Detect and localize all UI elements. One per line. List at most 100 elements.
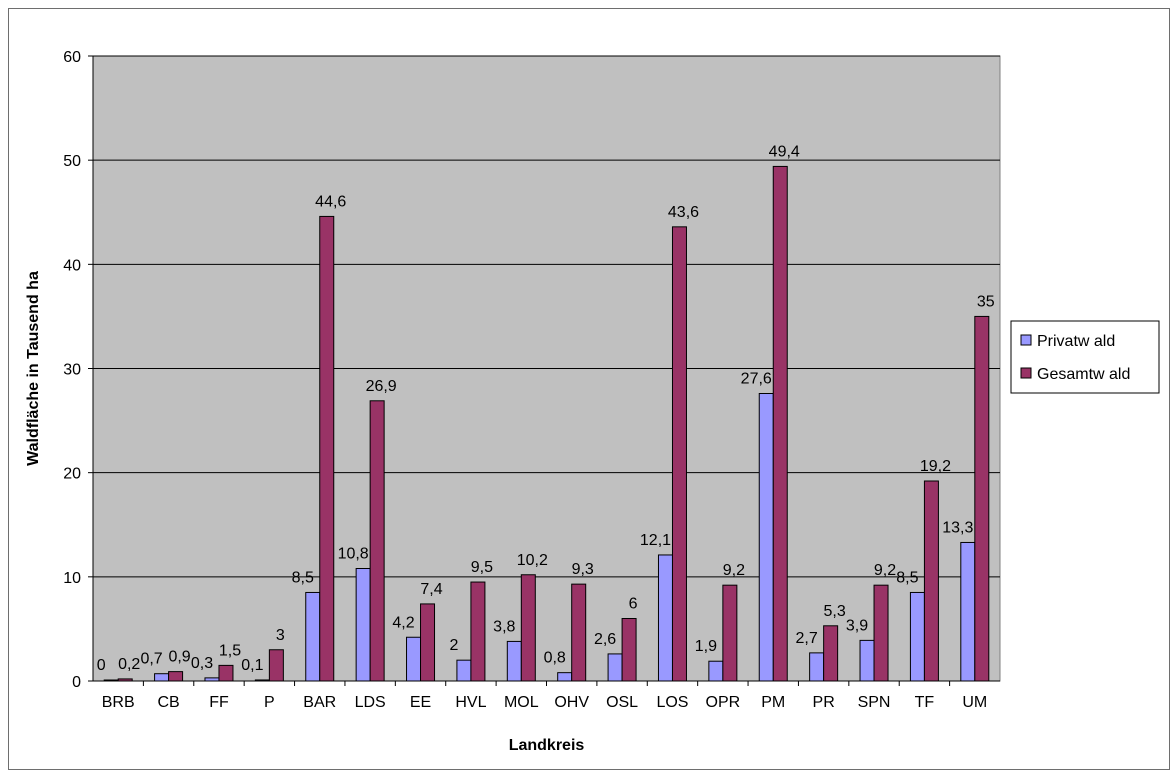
y-tick-label: 30: [63, 362, 81, 379]
y-tick-label: 50: [63, 153, 81, 170]
x-tick-label: TF: [915, 694, 935, 711]
bar-gesamtwald: [218, 664, 234, 682]
x-tick-label: PM: [761, 694, 785, 711]
bar-gesamtwald: [520, 574, 536, 682]
bar-privatwald: [406, 636, 422, 682]
bar-privatwald: [355, 568, 371, 682]
data-label-gesamtwald: 0,9: [168, 649, 190, 666]
legend-swatch-gesamtwald: [1020, 367, 1032, 379]
legend: Privatw ald Gesamtw ald: [1010, 320, 1160, 394]
y-tick-label: 40: [63, 257, 81, 274]
bar-gesamtwald: [823, 625, 839, 682]
bar-gesamtwald: [923, 480, 939, 682]
data-label-gesamtwald: 9,2: [723, 562, 745, 579]
x-tick-label: FF: [209, 694, 229, 711]
bar-privatwald: [607, 653, 623, 682]
data-label-gesamtwald: 43,6: [668, 204, 699, 221]
data-label-gesamtwald: 49,4: [769, 143, 800, 160]
legend-swatch-privatwald: [1020, 334, 1032, 346]
x-tick-label: LDS: [355, 694, 386, 711]
x-tick-label: LOS: [656, 694, 688, 711]
data-label-gesamtwald: 7,4: [420, 581, 442, 598]
data-label-privatwald: 27,6: [741, 371, 772, 388]
x-tick-label: BRB: [102, 694, 135, 711]
legend-box: [1010, 320, 1160, 394]
bar-privatwald: [506, 640, 522, 682]
bar-gesamtwald: [722, 584, 738, 682]
data-label-privatwald: 0,7: [140, 651, 162, 668]
data-label-gesamtwald: 6: [629, 596, 638, 613]
bar-privatwald: [154, 673, 170, 682]
y-tick-label: 10: [63, 570, 81, 587]
bar-gesamtwald: [268, 649, 284, 682]
bar-privatwald: [456, 659, 472, 682]
data-label-privatwald: 1,9: [695, 638, 717, 655]
data-label-privatwald: 0: [97, 657, 106, 674]
data-label-privatwald: 0,1: [241, 657, 263, 674]
x-tick-label: HVL: [455, 694, 486, 711]
bar-gesamtwald: [369, 400, 385, 682]
data-label-gesamtwald: 9,2: [874, 562, 896, 579]
data-labels: 0 0,2 0,7 0,9 0,3 1,50,1 3 8,5 44,6 10,8 26,9 4,2 7,…: [97, 143, 995, 674]
y-tick-label: 20: [63, 466, 81, 483]
x-tick-label: CB: [157, 694, 179, 711]
x-tick-label: PR: [813, 694, 835, 711]
x-tick-label: OHV: [554, 694, 589, 711]
data-label-gesamtwald: 19,2: [920, 458, 951, 475]
data-label-privatwald: 2: [449, 637, 458, 654]
data-label-gesamtwald: 35: [977, 293, 995, 310]
x-tick-label: BAR: [303, 694, 336, 711]
data-label-gesamtwald: 26,9: [366, 378, 397, 395]
data-label-gesamtwald: 1,5: [219, 642, 241, 659]
bar-gesamtwald: [470, 581, 486, 682]
x-tick-label: UM: [962, 694, 987, 711]
gridlines: [93, 55, 1000, 578]
bar-privatwald: [859, 639, 875, 682]
x-tick-label: P: [264, 694, 275, 711]
data-label-gesamtwald: 5,3: [824, 603, 846, 620]
data-label-privatwald: 2,7: [796, 630, 818, 647]
data-label-gesamtwald: 9,5: [471, 559, 493, 576]
data-label-gesamtwald: 0,2: [118, 656, 140, 673]
bar-gesamtwald: [974, 315, 990, 682]
y-axis-title: Waldfläche in Tausend ha: [25, 271, 42, 466]
data-label-privatwald: 8,5: [292, 569, 314, 586]
data-label-privatwald: 8,5: [896, 569, 918, 586]
data-label-gesamtwald: 3: [276, 627, 285, 644]
y-tick-label: 0: [72, 674, 81, 691]
legend-label-gesamtwald: Gesamtw ald: [1037, 366, 1130, 383]
bar-privatwald: [909, 591, 925, 682]
bar-privatwald: [758, 393, 774, 682]
data-label-privatwald: 2,6: [594, 631, 616, 648]
data-label-privatwald: 13,3: [942, 519, 973, 536]
y-axis-ticks: 0 10 20 30 40 50 60: [63, 49, 93, 691]
data-label-privatwald: 12,1: [640, 532, 671, 549]
data-label-gesamtwald: 10,2: [517, 552, 548, 569]
bar-privatwald: [809, 652, 825, 682]
bar-privatwald: [960, 541, 976, 682]
bar-privatwald: [305, 591, 321, 682]
bar-gesamtwald: [168, 671, 184, 682]
data-label-gesamtwald: 9,3: [572, 561, 594, 578]
bar-gesamtwald: [420, 603, 436, 682]
data-label-privatwald: 4,2: [392, 614, 414, 631]
data-label-privatwald: 3,8: [493, 618, 515, 635]
bar-gesamtwald: [772, 165, 788, 682]
legend-label-privatwald: Privatw ald: [1037, 333, 1115, 350]
bar-privatwald: [657, 554, 673, 682]
bar-privatwald: [557, 672, 573, 682]
x-tick-label: OPR: [706, 694, 741, 711]
data-label-privatwald: 10,8: [338, 546, 369, 563]
data-label-privatwald: 0,3: [191, 655, 213, 672]
bar-gesamtwald: [873, 584, 889, 682]
y-tick-label: 60: [63, 49, 81, 66]
data-label-privatwald: 0,8: [544, 650, 566, 667]
x-tick-label: SPN: [858, 694, 891, 711]
data-label-gesamtwald: 44,6: [315, 193, 346, 210]
x-axis-ticks: BRB CB FF P BAR LDS EE HVL MOL OHV OSL LOS OPR PM PR SP…: [102, 681, 987, 711]
bar-gesamtwald: [621, 618, 637, 682]
x-tick-label: MOL: [504, 694, 539, 711]
bar-gesamtwald: [319, 215, 335, 682]
bar-privatwald: [708, 660, 724, 682]
